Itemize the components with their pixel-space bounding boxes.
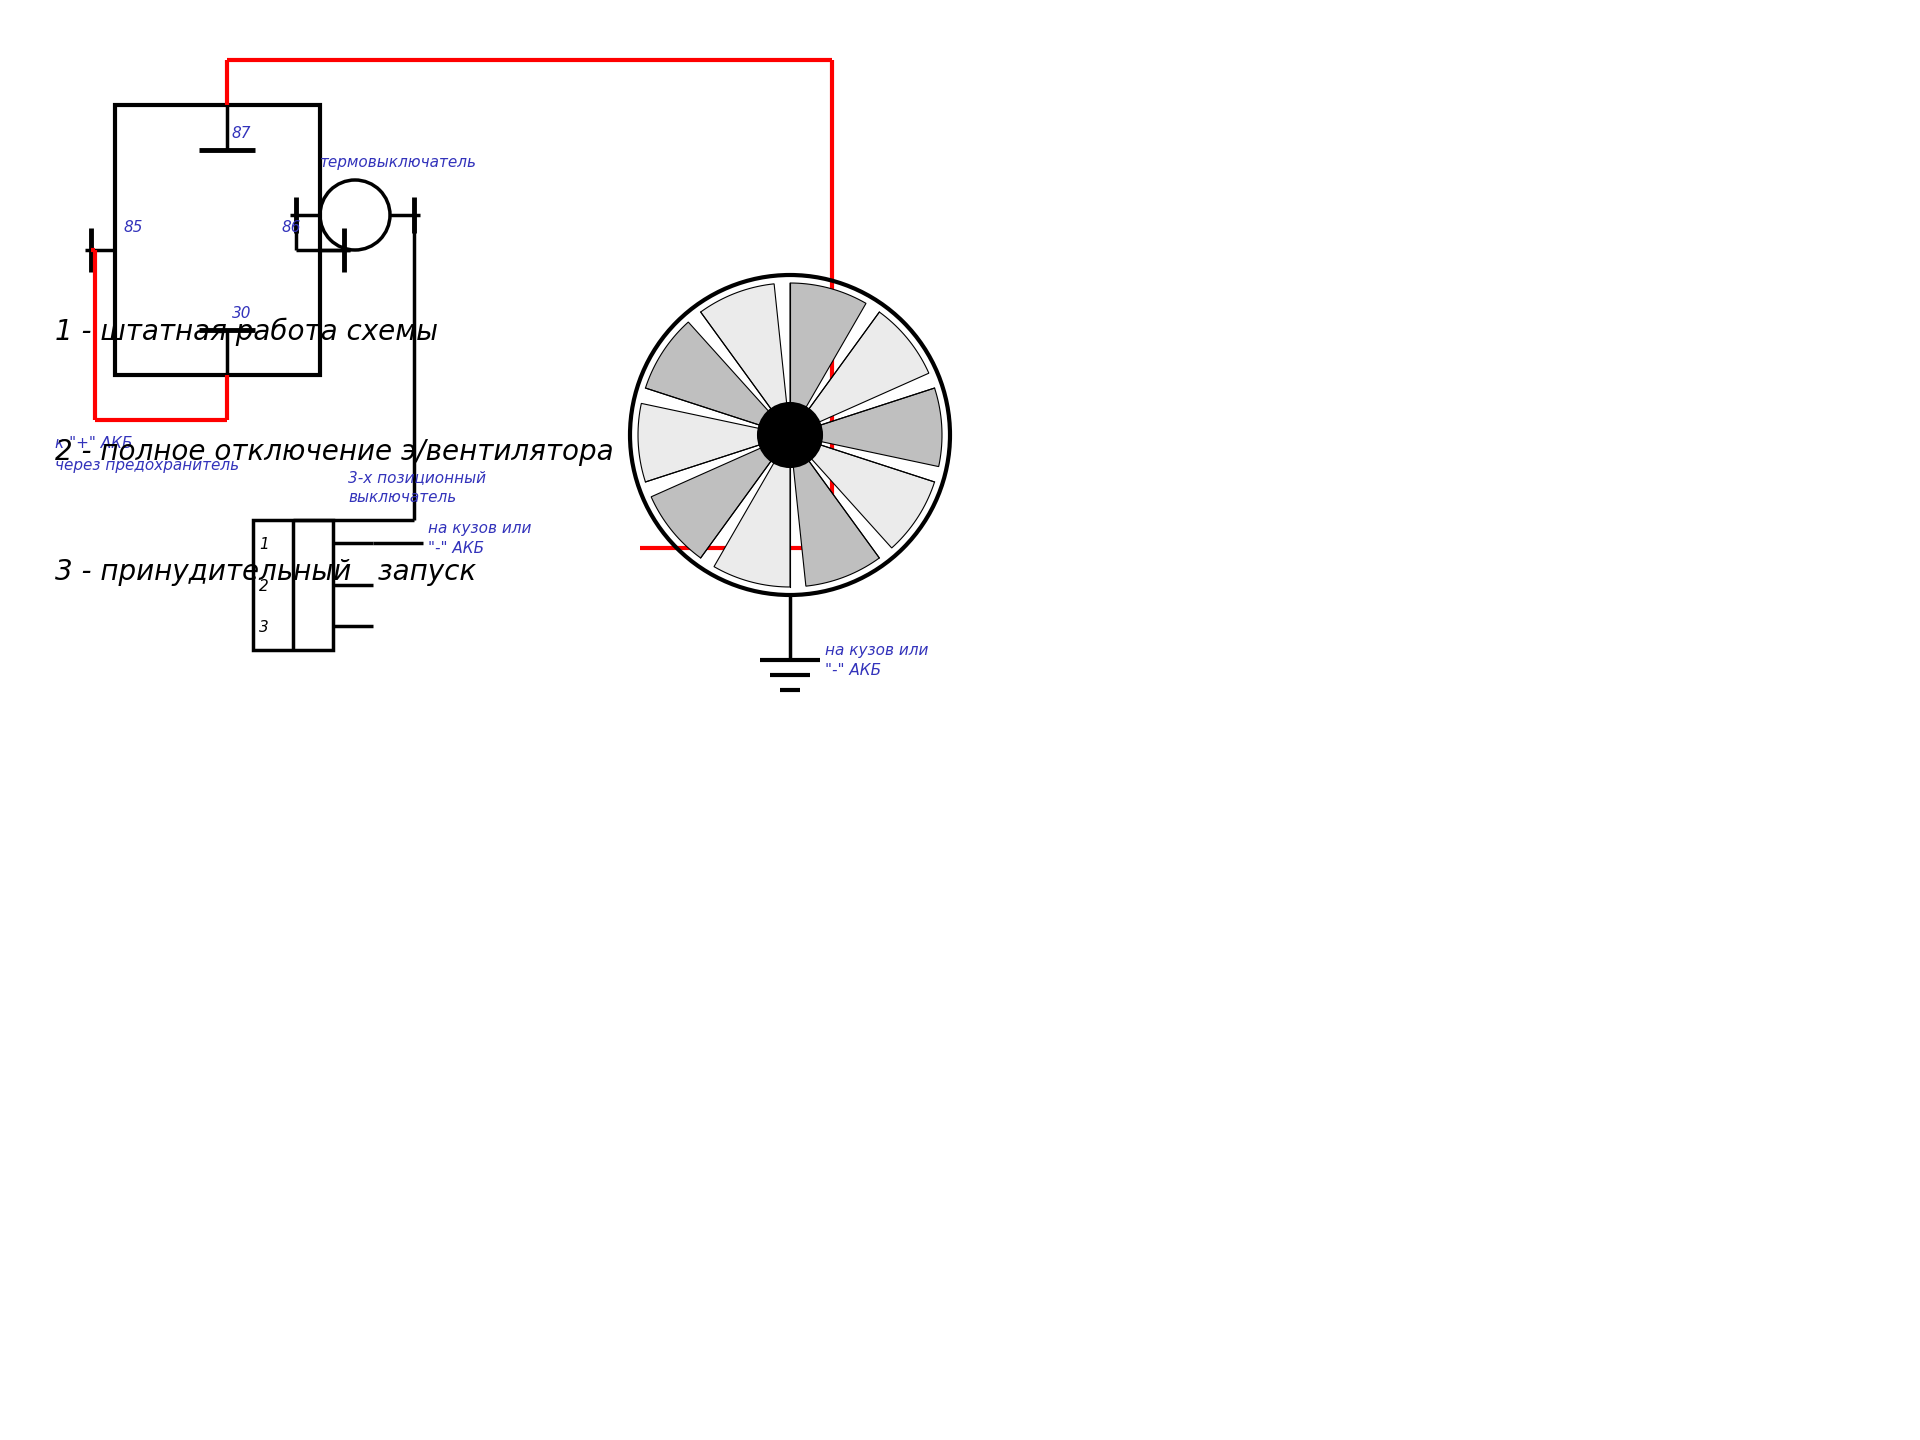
Bar: [253, 520, 332, 649]
Text: 30: 30: [232, 307, 252, 321]
Text: 1 - штатная работа схемы: 1 - штатная работа схемы: [56, 318, 438, 346]
Polygon shape: [651, 448, 772, 557]
Text: 86: 86: [282, 220, 301, 235]
Text: "-" АКБ: "-" АКБ: [428, 541, 484, 556]
Polygon shape: [645, 323, 768, 425]
Text: термовыключатель: термовыключатель: [321, 156, 476, 170]
Polygon shape: [793, 461, 879, 586]
Text: выключатель: выключатель: [348, 490, 457, 505]
Text: 3 - принудительный   запуск: 3 - принудительный запуск: [56, 559, 476, 586]
Text: на кузов или: на кузов или: [428, 521, 532, 536]
Polygon shape: [714, 462, 789, 588]
Polygon shape: [820, 387, 943, 467]
Polygon shape: [701, 284, 787, 409]
Text: 2: 2: [259, 579, 269, 595]
Text: 3-х позиционный: 3-х позиционный: [348, 469, 486, 485]
Text: на кузов или: на кузов или: [826, 644, 929, 658]
Text: к "+" АКБ: к "+" АКБ: [56, 436, 132, 451]
Text: 1: 1: [259, 537, 269, 552]
Text: 3: 3: [259, 621, 269, 635]
Text: 87: 87: [232, 127, 252, 141]
Text: 2 - полное отключение э/вентилятора: 2 - полное отключение э/вентилятора: [56, 438, 614, 467]
Text: через предохранитель: через предохранитель: [56, 458, 240, 472]
Circle shape: [758, 403, 822, 467]
Text: 85: 85: [123, 220, 142, 235]
Polygon shape: [812, 445, 935, 549]
Polygon shape: [637, 403, 760, 482]
Text: "-" АКБ: "-" АКБ: [826, 662, 881, 678]
Polygon shape: [789, 284, 866, 408]
Polygon shape: [808, 312, 929, 422]
Bar: [115, 105, 321, 374]
